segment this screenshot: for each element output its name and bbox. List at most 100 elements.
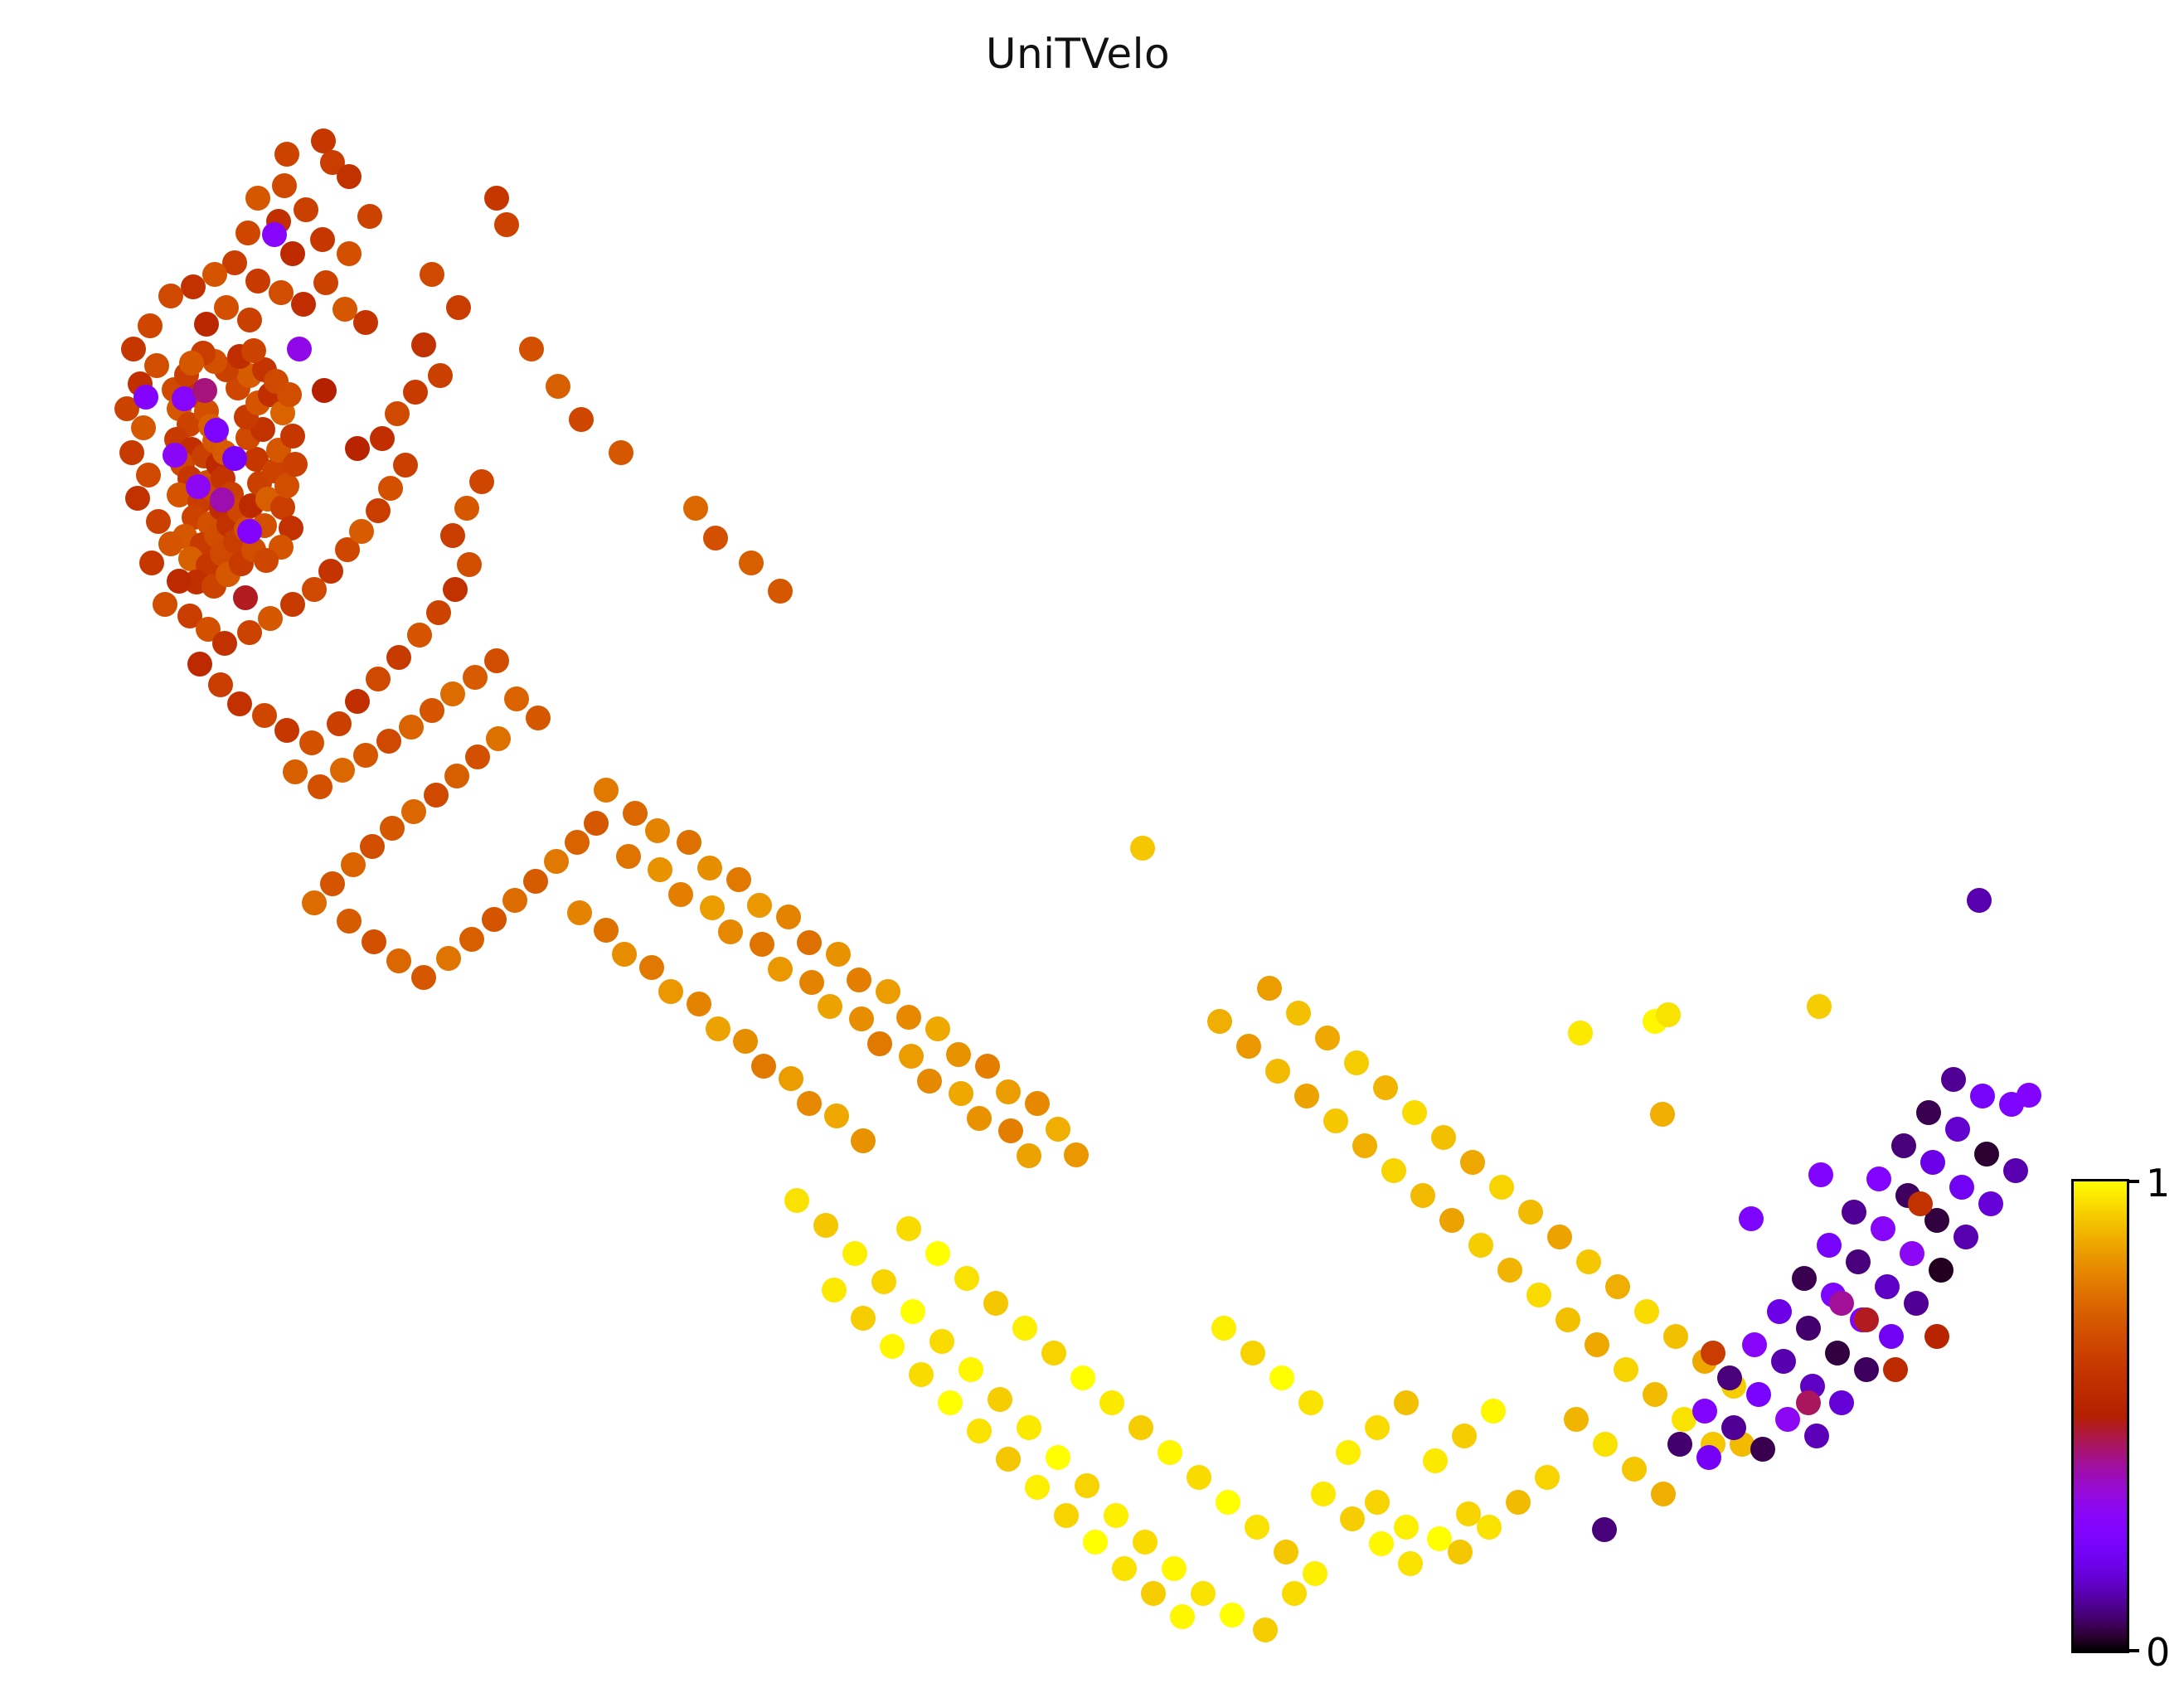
scatter-point xyxy=(648,857,672,882)
scatter-point xyxy=(1245,1515,1269,1540)
chart-title: UniTVelo xyxy=(985,30,1171,78)
scatter-point xyxy=(612,942,637,967)
scatter-point xyxy=(1953,1225,1978,1249)
scatter-point xyxy=(700,895,725,920)
scatter-point xyxy=(469,469,494,494)
scatter-point xyxy=(1742,1332,1767,1357)
scatter-point xyxy=(386,645,411,670)
scatter-point xyxy=(1825,1341,1850,1365)
scatter-point xyxy=(1294,1084,1319,1108)
scatter-point xyxy=(222,446,247,471)
scatter-point xyxy=(426,600,451,625)
colorbar-tick-min xyxy=(2129,1649,2139,1652)
scatter-point xyxy=(1920,1150,1945,1175)
scatter-point xyxy=(502,888,527,913)
scatter-point xyxy=(900,1299,925,1324)
scatter-point xyxy=(463,665,488,690)
scatter-point xyxy=(241,338,266,363)
scatter-point xyxy=(330,758,355,783)
scatter-point xyxy=(1767,1299,1792,1324)
scatter-point xyxy=(1236,1034,1261,1059)
scatter-point xyxy=(1871,1216,1895,1241)
scatter-point xyxy=(1842,1200,1866,1225)
scatter-point xyxy=(1866,1167,1891,1191)
scatter-point xyxy=(1656,1002,1681,1027)
scatter-point xyxy=(1303,1561,1327,1586)
scatter-point xyxy=(1477,1515,1502,1540)
scatter-point xyxy=(1489,1175,1514,1200)
scatter-point xyxy=(1265,1059,1290,1084)
scatter-point xyxy=(2003,1158,2028,1183)
scatter-point xyxy=(245,186,270,211)
scatter-point xyxy=(280,241,305,266)
scatter-point xyxy=(639,955,664,980)
scatter-point xyxy=(310,227,335,252)
scatter-point xyxy=(345,436,370,461)
scatter-point xyxy=(1771,1349,1796,1374)
scatter-point xyxy=(718,919,743,944)
scatter-point xyxy=(1427,1526,1452,1551)
scatter-point xyxy=(1775,1407,1800,1432)
scatter-point xyxy=(1692,1399,1717,1424)
scatter-point xyxy=(899,1044,924,1069)
scatter-point xyxy=(1191,1581,1216,1606)
scatter-point xyxy=(269,280,294,305)
scatter-point xyxy=(594,918,619,943)
scatter-point xyxy=(1012,1316,1037,1341)
scatter-point xyxy=(896,1216,921,1241)
scatter-point xyxy=(1576,1249,1601,1274)
scatter-point xyxy=(332,297,357,322)
scatter-point xyxy=(308,774,332,799)
scatter-point xyxy=(706,1016,730,1041)
scatter-point xyxy=(938,1390,963,1415)
scatter-point xyxy=(1083,1530,1108,1555)
scatter-point xyxy=(1929,1258,1953,1283)
scatter-point xyxy=(1460,1150,1485,1175)
scatter-point xyxy=(1402,1100,1427,1125)
scatter-point xyxy=(1410,1183,1435,1208)
scatter-point xyxy=(1104,1503,1128,1528)
scatter-point xyxy=(1323,1108,1348,1133)
scatter-point xyxy=(1220,1603,1245,1627)
scatter-point xyxy=(274,142,299,167)
scatter-point xyxy=(345,689,370,714)
scatter-point xyxy=(849,1006,874,1031)
scatter-point xyxy=(420,698,444,723)
scatter-point xyxy=(1585,1332,1609,1357)
scatter-point xyxy=(1128,1415,1153,1440)
scatter-point xyxy=(399,715,424,740)
scatter-point xyxy=(1817,1233,1842,1258)
scatter-point xyxy=(1945,1117,1970,1142)
scatter-point xyxy=(192,378,217,403)
scatter-point xyxy=(172,386,197,411)
scatter-point xyxy=(1240,1341,1265,1365)
scatter-point xyxy=(949,1081,973,1106)
scatter-point xyxy=(299,730,324,755)
scatter-point xyxy=(1974,1142,1999,1167)
scatter-point xyxy=(1846,1249,1871,1274)
scatter-point xyxy=(179,351,204,376)
scatter-point xyxy=(1398,1551,1423,1576)
scatter-point xyxy=(697,856,722,880)
scatter-point xyxy=(272,173,297,198)
scatter-point xyxy=(1344,1050,1369,1075)
scatter-point xyxy=(277,382,302,407)
scatter-point xyxy=(726,867,751,892)
scatter-point xyxy=(1282,1581,1307,1606)
scatter-point xyxy=(146,509,171,534)
scatter-point xyxy=(733,1029,758,1054)
scatter-point xyxy=(337,241,362,266)
scatter-point xyxy=(983,1291,1008,1316)
scatter-point xyxy=(294,197,318,222)
scatter-point xyxy=(1808,1162,1833,1187)
scatter-point xyxy=(212,631,237,656)
scatter-point xyxy=(1253,1618,1278,1642)
scatter-point xyxy=(1891,1133,1916,1158)
scatter-point xyxy=(163,443,187,468)
scatter-point xyxy=(1721,1415,1746,1440)
scatter-point xyxy=(1381,1158,1406,1183)
scatter-point xyxy=(1875,1274,1900,1299)
scatter-point xyxy=(797,930,822,955)
scatter-point xyxy=(1141,1581,1166,1606)
scatter-point xyxy=(929,1329,954,1354)
